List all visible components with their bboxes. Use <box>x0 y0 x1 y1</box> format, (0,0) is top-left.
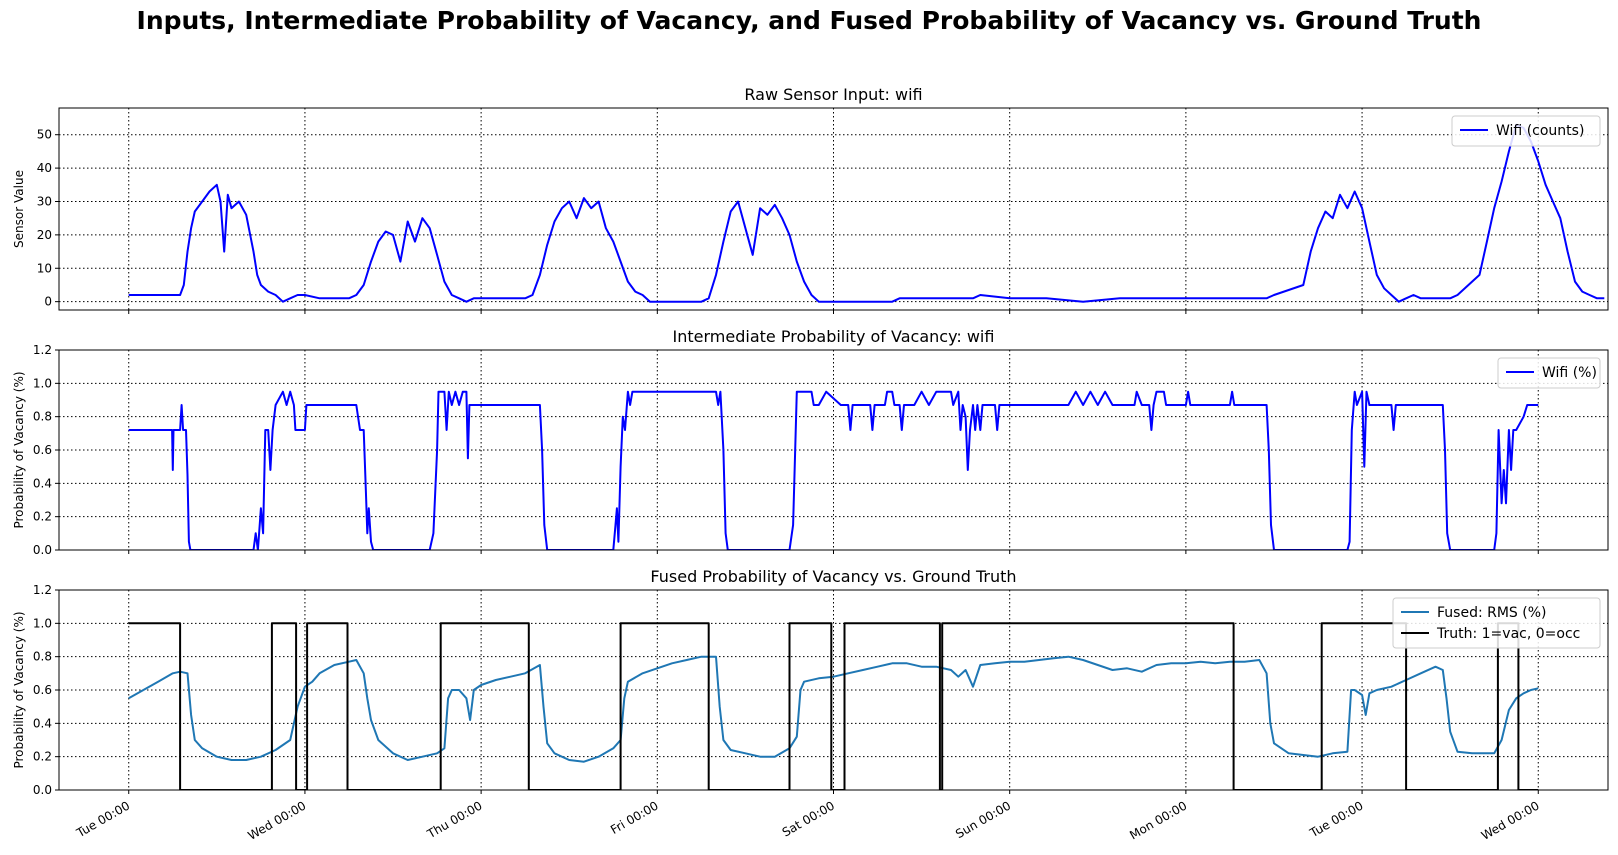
panel-title: Raw Sensor Input: wifi <box>744 85 922 104</box>
y-tick-label: 1.0 <box>33 376 52 390</box>
legend-box <box>1497 357 1601 389</box>
legend-label: Wifi (counts) <box>1496 123 1584 139</box>
y-tick-label: 30 <box>37 194 52 208</box>
axes-frame <box>58 107 1609 311</box>
y-tick-label: 0.8 <box>33 650 52 664</box>
series-line-truth-1-vac-0-occ <box>128 622 1539 790</box>
plot-area <box>128 123 1605 303</box>
y-tick-label: 0 <box>44 295 52 309</box>
plot-area <box>128 622 1539 790</box>
y-tick-label: 10 <box>37 261 52 275</box>
panel-title: Intermediate Probability of Vacancy: wif… <box>673 327 995 346</box>
y-tick-label: 0.4 <box>33 476 52 490</box>
legend: Wifi (%) <box>1497 357 1601 389</box>
panel-intermediate-probability: Intermediate Probability of Vacancy: wif… <box>12 327 1609 557</box>
panel-title: Fused Probability of Vacancy vs. Ground … <box>650 567 1016 586</box>
legend-label: Truth: 1=vac, 0=occ <box>1436 626 1580 642</box>
y-tick-label: 40 <box>37 161 52 175</box>
legend-box <box>1392 597 1601 649</box>
plot-area <box>128 390 1539 550</box>
y-tick-label: 20 <box>37 228 52 242</box>
y-tick-label: 0.6 <box>33 443 52 457</box>
y-tick-label: 1.0 <box>33 616 52 630</box>
axes-frame <box>58 589 1609 791</box>
y-tick-label: 0.2 <box>33 750 52 764</box>
y-tick-label: 0.0 <box>33 783 52 797</box>
panel-raw-sensor: Raw Sensor Input: wifi Sensor Value 0 10 20 3… <box>12 85 1609 314</box>
series-line-wifi-counts <box>128 123 1605 303</box>
legend-label: Wifi (%) <box>1542 365 1597 381</box>
y-tick-label: 0.8 <box>33 410 52 424</box>
y-tick-label: 0.2 <box>33 510 52 524</box>
y-tick-label: 50 <box>37 128 52 142</box>
legend: Wifi (counts) <box>1451 115 1601 147</box>
series-line-wifi <box>128 390 1539 550</box>
y-axis-label: Probability of Vacancy (%) <box>12 371 26 528</box>
y-tick-label: 1.2 <box>33 583 52 597</box>
y-tick-label: 0.6 <box>33 683 52 697</box>
axes-frame <box>58 349 1609 551</box>
y-tick-label: 1.2 <box>33 343 52 357</box>
legend-label: Fused: RMS (%) <box>1437 605 1547 621</box>
y-tick-label: 0.4 <box>33 716 52 730</box>
legend-box <box>1451 115 1601 147</box>
figure-title: Inputs, Intermediate Probability of Vaca… <box>137 6 1482 35</box>
y-tick-label: 0.0 <box>33 543 52 557</box>
series-line-fused-rms <box>128 655 1539 763</box>
legend: Fused: RMS (%) Truth: 1=vac, 0=occ <box>1392 597 1601 649</box>
y-axis-label: Probability of Vacancy (%) <box>12 611 26 768</box>
y-axis-label: Sensor Value <box>12 170 26 248</box>
